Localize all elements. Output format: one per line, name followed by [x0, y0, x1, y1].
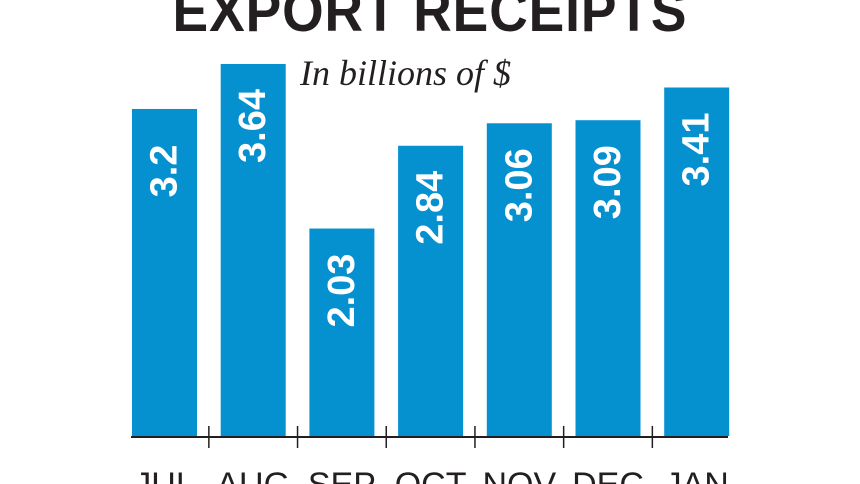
- bar-value-label: 3.2: [144, 145, 186, 198]
- value-labels-layer: 3.2 3.64 2.03 2.84 3.06 3.09 3.41: [144, 89, 718, 328]
- x-tick-label: NOV: [482, 466, 556, 484]
- bar-value-label: 2.84: [410, 171, 452, 245]
- x-tick-label: JUL: [134, 466, 194, 484]
- bar-value-label: 3.09: [587, 145, 629, 219]
- bar-jul: [132, 108, 197, 436]
- bar-jan: [664, 87, 730, 436]
- x-tick-label: AUG: [216, 466, 290, 484]
- bars-layer: [132, 64, 730, 437]
- bar-aug: [220, 64, 286, 436]
- x-tick-label: JAN: [665, 466, 729, 484]
- bar-oct: [398, 145, 464, 436]
- chart-subtitle: In billions of $: [300, 53, 512, 93]
- x-axis-ticks: [208, 426, 654, 448]
- bar-dec: [575, 120, 641, 436]
- x-tick-label: DEC: [572, 466, 644, 484]
- bar-sep: [309, 228, 375, 436]
- bar-nov: [486, 123, 552, 437]
- x-axis-labels: JUL AUG SEP OCT NOV DEC JAN: [134, 466, 729, 484]
- bar-value-label: 3.64: [232, 89, 274, 163]
- bar-value-label: 3.41: [676, 113, 718, 187]
- x-tick-label: SEP: [308, 466, 376, 484]
- chart-title: EXPORT RECEIPTS: [172, 0, 688, 44]
- bar-value-label: 3.06: [498, 148, 540, 222]
- bar-value-label: 2.03: [321, 254, 363, 328]
- x-tick-label: OCT: [395, 466, 467, 484]
